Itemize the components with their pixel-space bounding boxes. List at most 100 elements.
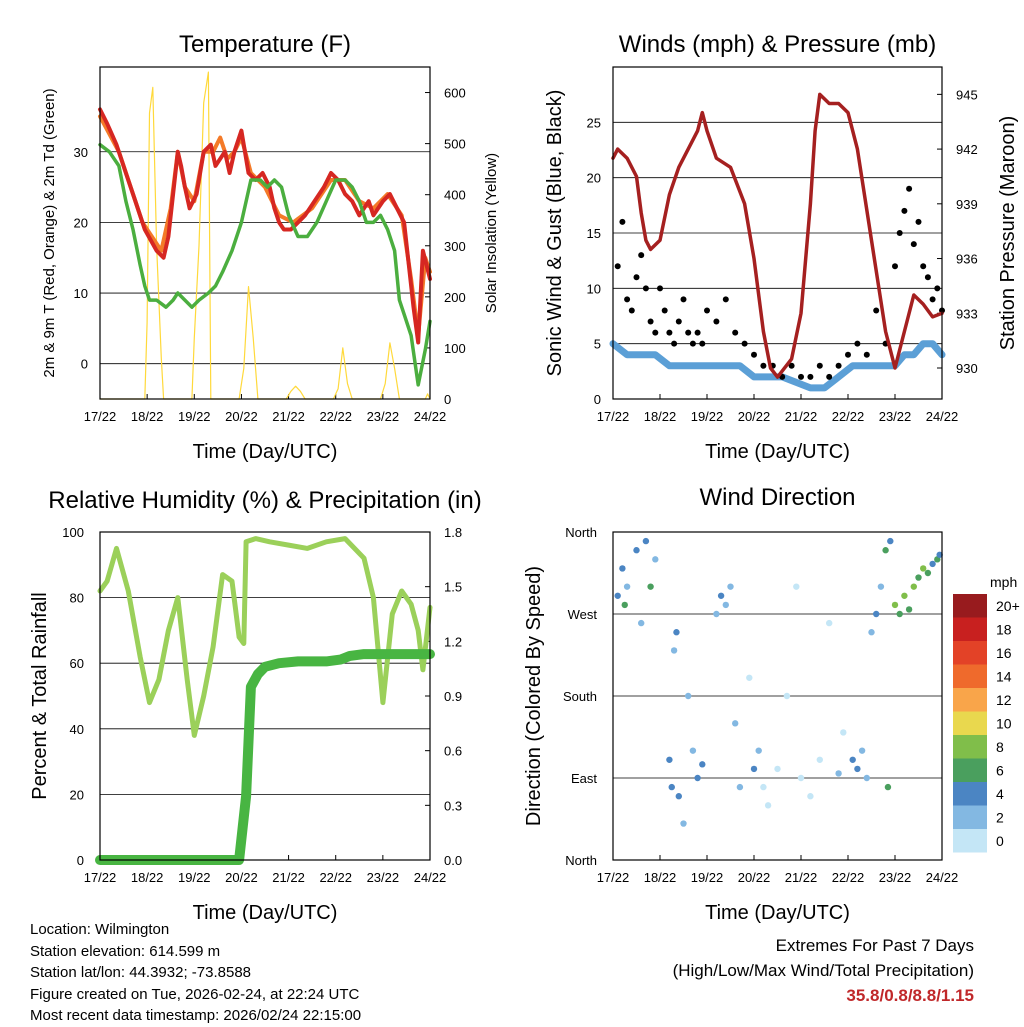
y-right-tick-label: 936 (956, 252, 978, 267)
x-tick-label: 18/22 (131, 870, 164, 885)
legend-label: 18 (996, 622, 1012, 638)
y-right-tick-label: 400 (444, 188, 466, 203)
gust-point (694, 329, 701, 336)
legend-label: 10 (996, 716, 1012, 732)
direction-point (924, 569, 932, 577)
x-tick-label: 24/22 (414, 870, 447, 885)
direction-point (873, 610, 880, 618)
elevation-text: Station elevation: 614.599 m (30, 942, 221, 960)
gust-point (788, 362, 795, 369)
gust-point (657, 285, 663, 292)
x-axis-label: Time (Day/UTC) (193, 441, 338, 463)
x-tick-label: 20/22 (738, 870, 771, 885)
x-tick-label: 17/22 (597, 870, 630, 885)
direction-point (675, 793, 682, 800)
sonic-wind-line (609, 340, 946, 392)
y-tick-label: 15 (587, 226, 601, 241)
direction-point (736, 783, 744, 791)
direction-point (826, 619, 833, 627)
x-tick-label: 22/22 (832, 409, 865, 424)
direction-point (633, 547, 640, 554)
gust-point (915, 218, 922, 225)
x-tick-label: 24/22 (926, 409, 959, 424)
legend-swatch (953, 711, 987, 735)
legend-swatch (953, 782, 987, 806)
y-tick-label: 20 (70, 787, 84, 802)
y-right-tick-label: 0.3 (444, 798, 462, 813)
y-right-tick-label: 1.8 (444, 525, 462, 540)
gust-point (892, 263, 898, 270)
direction-point (680, 820, 687, 827)
temperature-panel: Temperature (F) Time (Day/UTC) 17/22 18/22 1… (41, 31, 500, 463)
location-text: Location: Wilmington (30, 921, 170, 938)
direction-point (642, 537, 650, 545)
direction-point (638, 619, 645, 627)
direction-point (666, 756, 673, 763)
y-right-tick-label: 500 (444, 137, 466, 152)
direction-point (727, 583, 734, 590)
direction-point (835, 770, 842, 777)
gust-point (675, 318, 682, 325)
y-right-tick-label: 930 (956, 361, 978, 376)
x-tick-label: 21/22 (272, 409, 305, 424)
y-tick-label: South (563, 689, 597, 704)
gust-point (910, 241, 917, 248)
gust-point (732, 329, 739, 336)
y-tick-label: 5 (594, 337, 601, 352)
gust-point (901, 207, 908, 214)
x-axis-label: Time (Day/UTC) (705, 441, 850, 463)
x-tick-label: 24/22 (414, 409, 447, 424)
gust-point (614, 263, 621, 270)
plot-border (99, 66, 431, 400)
x-tick-label: 20/22 (738, 409, 771, 424)
legend-swatch (953, 805, 987, 829)
total-precip-line (95, 649, 435, 865)
legend-swatch (953, 758, 987, 782)
x-tick-label: 18/22 (131, 409, 164, 424)
x-tick-label: 21/22 (785, 409, 818, 424)
gust-point (661, 307, 668, 314)
direction-point (673, 629, 680, 636)
direction-point (840, 729, 847, 736)
legend-label: 2 (996, 810, 1004, 826)
x-tick-label: 20/22 (225, 409, 258, 424)
humidity-precip-panel: Relative Humidity (%) & Precipitation (i… (29, 487, 482, 924)
direction-point (884, 783, 892, 791)
gust-point (699, 340, 706, 347)
chart-title: Winds (mph) & Pressure (mb) (619, 31, 936, 58)
gust-point (722, 296, 729, 303)
gust-point (624, 296, 631, 303)
legend-label: 12 (996, 692, 1012, 708)
y-tick-label: North (565, 525, 597, 540)
gust-point (751, 351, 757, 358)
y-right-tick-label: 945 (956, 87, 978, 102)
direction-point (614, 592, 621, 599)
y-right-tick-label: 200 (444, 290, 466, 305)
direction-point (915, 574, 922, 581)
x-tick-label: 23/22 (879, 870, 912, 885)
legend-swatch (953, 735, 987, 759)
gust-point (642, 285, 649, 292)
y-tick-label: 10 (74, 286, 88, 301)
x-tick-label: 18/22 (644, 409, 677, 424)
x-tick-label: 19/22 (178, 409, 211, 424)
legend-label: 4 (996, 786, 1004, 802)
direction-point (764, 802, 772, 809)
gust-point (929, 296, 936, 303)
legend-swatch (953, 641, 987, 665)
direction-point (755, 747, 762, 754)
x-tick-label: 22/22 (319, 870, 352, 885)
y-right-tick-label: 942 (956, 142, 978, 157)
x-axis-label: Time (Day/UTC) (705, 902, 850, 924)
direction-point (732, 720, 739, 727)
gust-point (633, 274, 640, 281)
y-tick-label: 60 (70, 656, 84, 671)
x-tick-label: 22/22 (832, 870, 865, 885)
legend-label: 0 (996, 833, 1004, 849)
direction-point (901, 592, 908, 599)
gust-point (704, 307, 710, 314)
legend-label: 8 (996, 739, 1004, 755)
y-tick-label: 30 (74, 145, 88, 160)
y-tick-label: 25 (587, 115, 601, 130)
